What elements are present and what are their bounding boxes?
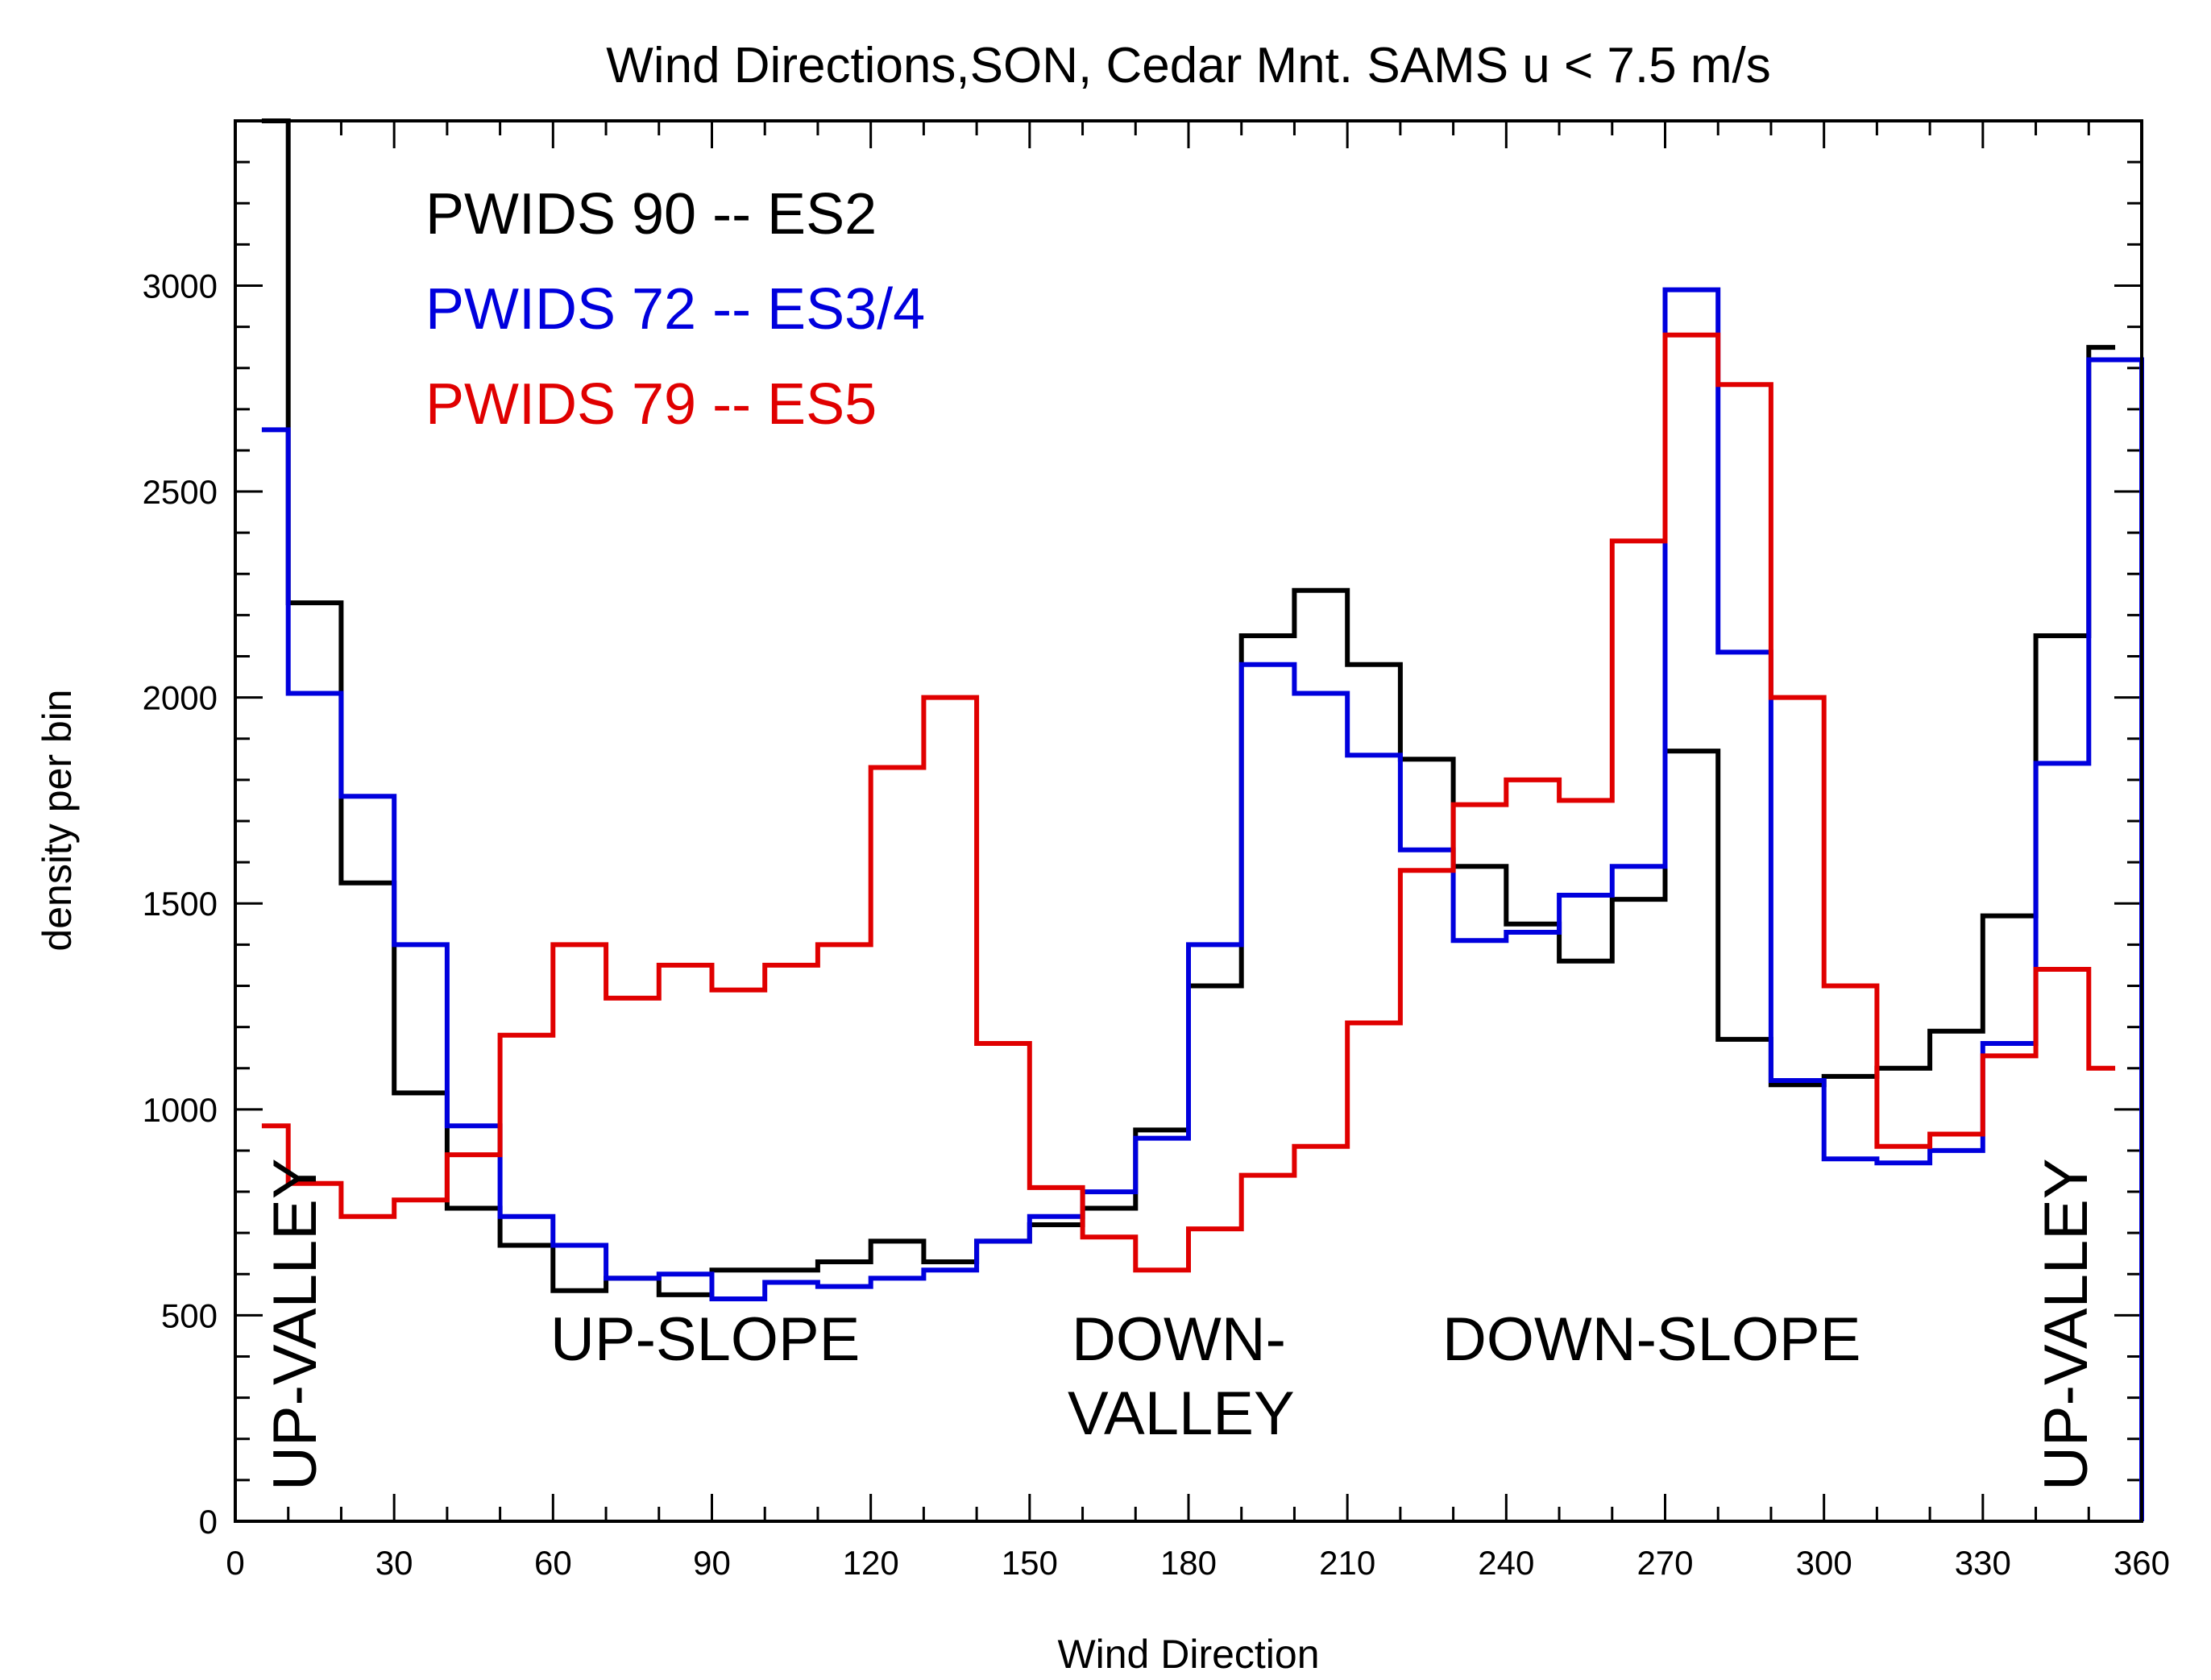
legend-entry-pwids-72: PWIDS 72 -- ES3/4 <box>425 277 925 342</box>
annotation-down-valley-line2: VALLEY <box>1068 1379 1295 1448</box>
x-tick-label: 330 <box>1955 1544 2011 1582</box>
tick-labels: 0 30 60 90 120 150 180 210 240 270 300 330 360 0 500 10… <box>143 267 2170 1582</box>
x-tick-label: 150 <box>1002 1544 1058 1582</box>
y-tick-label: 1000 <box>143 1091 218 1129</box>
annotation-up-valley-left: UP-VALLEY <box>261 1158 330 1491</box>
x-axis-label: Wind Direction <box>1057 1632 1319 1677</box>
x-tick-label: 90 <box>693 1544 731 1582</box>
annotation-up-valley-right: UP-VALLEY <box>2032 1158 2101 1491</box>
chart-title: Wind Directions,SON, Cedar Mnt. SAMS u <… <box>606 38 1770 93</box>
x-tick-label: 180 <box>1160 1544 1217 1582</box>
y-tick-label: 0 <box>199 1503 218 1541</box>
x-tick-label: 30 <box>375 1544 413 1582</box>
y-tick-label: 500 <box>161 1296 218 1334</box>
x-tick-label: 300 <box>1796 1544 1852 1582</box>
x-tick-label: 60 <box>534 1544 572 1582</box>
legend-entry-pwids-90: PWIDS 90 -- ES2 <box>425 182 877 247</box>
y-tick-label: 2000 <box>143 679 218 717</box>
legend-entry-pwids-79: PWIDS 79 -- ES5 <box>425 372 877 437</box>
axis-ticks <box>234 119 2143 1523</box>
y-tick-label: 1500 <box>143 885 218 923</box>
series-layer <box>261 118 2144 1521</box>
series-pwids-72-line <box>261 287 2144 1521</box>
x-tick-label: 210 <box>1319 1544 1375 1582</box>
x-tick-label: 270 <box>1636 1544 1693 1582</box>
y-tick-label: 2500 <box>143 473 218 511</box>
annotation-down-slope: DOWN-SLOPE <box>1442 1305 1860 1374</box>
plot-frame <box>234 119 2143 1523</box>
y-tick-label: 3000 <box>143 267 218 305</box>
annotation-down-valley-line1: DOWN- <box>1072 1305 1286 1374</box>
series-pwids-79-line <box>261 332 2116 1273</box>
annotation-up-slope: UP-SLOPE <box>550 1305 860 1374</box>
x-tick-label: 120 <box>843 1544 899 1582</box>
x-tick-label: 0 <box>226 1544 244 1582</box>
x-tick-label: 360 <box>2114 1544 2170 1582</box>
x-tick-label: 240 <box>1478 1544 1534 1582</box>
y-axis-label: density per bin <box>35 689 80 951</box>
